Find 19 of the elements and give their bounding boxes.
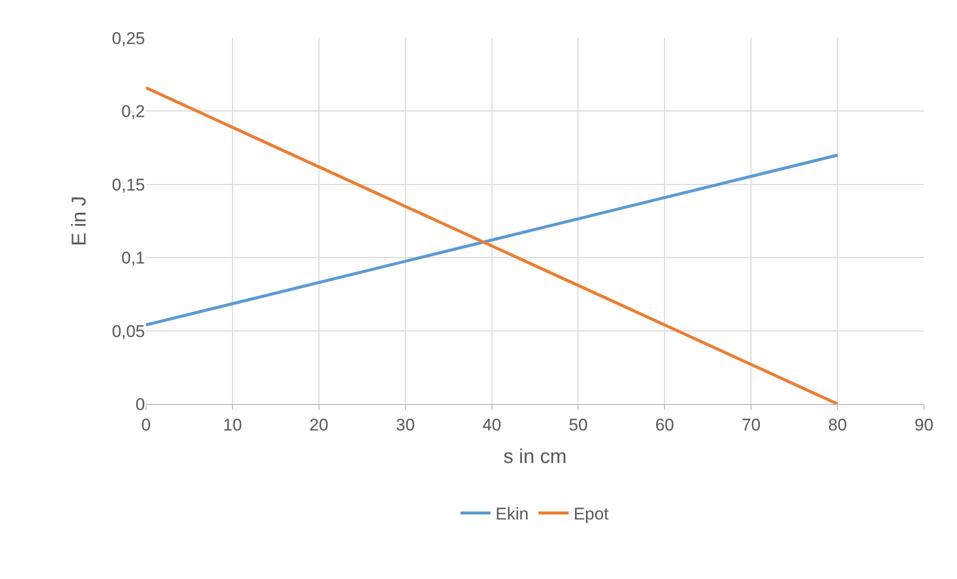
y-tick-label: 0,15 [112, 175, 145, 194]
x-tick-label: 10 [222, 415, 242, 434]
x-tick-label: 80 [828, 415, 848, 434]
legend-label: Ekin [496, 504, 529, 524]
x-tick-label: 30 [396, 415, 415, 434]
x-tick-label: 90 [914, 415, 934, 434]
legend-label: Epot [574, 504, 609, 524]
y-tick-label: 0,2 [121, 102, 145, 122]
x-tick-label: 50 [568, 415, 588, 434]
x-tick-label: 70 [742, 415, 761, 434]
x-tick-label: 60 [655, 415, 674, 434]
y-tick-label: 0,1 [121, 248, 145, 268]
y-tick-label: 0,05 [112, 322, 145, 341]
x-axis-title: s in cm [503, 446, 567, 468]
x-tick-label: 40 [482, 415, 502, 434]
y-tick-label: 0,25 [112, 28, 145, 48]
y-axis-title: E in J [68, 196, 90, 246]
x-tick-label: 20 [309, 415, 328, 434]
y-tick-label: 0 [136, 394, 145, 414]
